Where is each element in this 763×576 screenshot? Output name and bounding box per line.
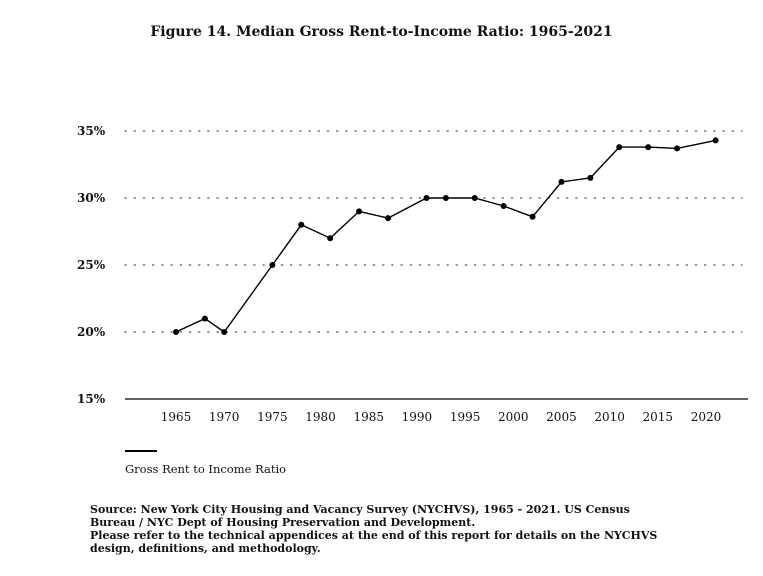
x-tick-label: 2000 (498, 410, 529, 424)
data-point (645, 144, 652, 151)
chart-title: Figure 14. Median Gross Rent-to-Income R… (150, 24, 613, 40)
data-point (674, 145, 681, 152)
source-line-3: Please refer to the technical appendices… (90, 529, 658, 542)
source-line-2: Bureau / NYC Dept of Housing Preservatio… (90, 516, 476, 529)
data-point (221, 329, 228, 335)
source-line-4: design, definitions, and methodology. (90, 542, 321, 555)
x-tick-label: 2020 (691, 410, 722, 424)
source-note: Source: New York City Housing and Vacanc… (90, 503, 730, 555)
legend-label: Gross Rent to Income Ratio (125, 462, 287, 476)
y-tick-label: 20% (77, 325, 106, 339)
x-tick-label: 2005 (546, 410, 577, 424)
data-point (616, 144, 623, 151)
data-point (298, 221, 305, 228)
data-point (173, 329, 179, 335)
data-point (587, 174, 594, 181)
data-point (201, 315, 208, 322)
gridlines (124, 130, 743, 333)
x-tick-labels: 1965 1970 1975 1980 1985 1990 1995 2000 2005 2010… (161, 410, 722, 424)
y-tick-label: 15% (77, 392, 106, 406)
y-tick-labels: 15% 20% 25% 30% 35% (77, 124, 106, 406)
data-point (327, 235, 334, 242)
data-point (442, 195, 449, 201)
x-tick-label: 2015 (643, 410, 674, 424)
data-point (385, 215, 391, 222)
x-tick-label: 1990 (402, 410, 433, 424)
data-point (269, 262, 276, 268)
data-point (500, 203, 507, 210)
data-point (423, 195, 430, 201)
data-point (471, 195, 478, 201)
x-tick-label: 1985 (353, 410, 384, 424)
y-tick-label: 30% (77, 191, 106, 205)
legend-swatch (125, 450, 157, 452)
series-line (175, 139, 716, 333)
series-layer (173, 137, 719, 335)
data-point (712, 137, 719, 144)
y-tick-label: 35% (77, 124, 106, 138)
x-tick-label: 1995 (450, 410, 481, 424)
y-tick-label: 25% (77, 258, 106, 272)
source-line-1: Source: New York City Housing and Vacanc… (90, 503, 630, 516)
x-tick-label: 2010 (594, 410, 625, 424)
data-point (529, 213, 536, 220)
data-point (356, 208, 363, 215)
x-tick-label: 1965 (161, 410, 192, 424)
x-tick-label: 1975 (257, 410, 288, 424)
data-point (558, 178, 565, 185)
x-tick-label: 1970 (209, 410, 240, 424)
x-tick-label: 1980 (305, 410, 336, 424)
